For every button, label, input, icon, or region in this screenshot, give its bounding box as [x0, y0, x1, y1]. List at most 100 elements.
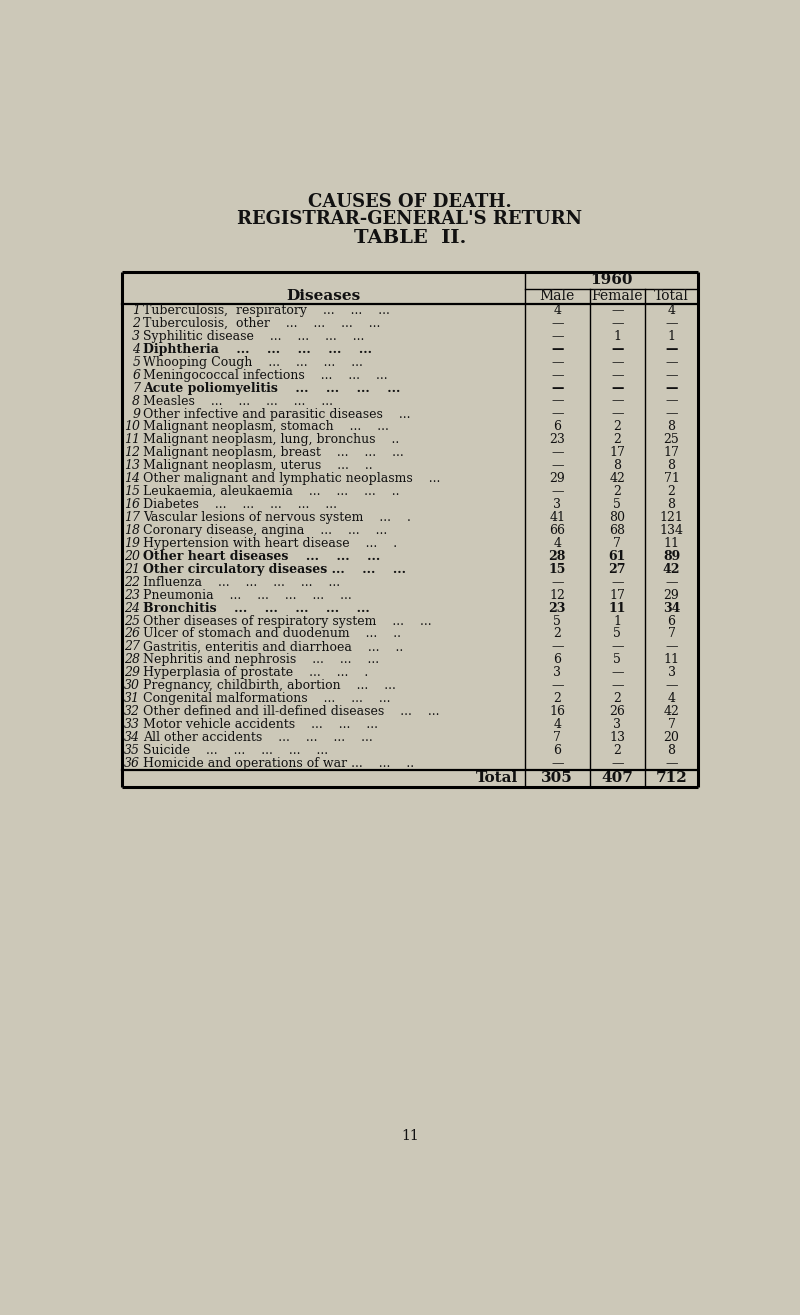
Text: 89: 89 [663, 550, 680, 563]
Text: Malignant neoplasm, uterus    ...    ..: Malignant neoplasm, uterus ... .. [143, 459, 373, 472]
Text: 27: 27 [609, 563, 626, 576]
Text: —: — [611, 317, 623, 330]
Text: Female: Female [591, 289, 643, 304]
Text: Coronary disease, angina    ...    ...    ...: Coronary disease, angina ... ... ... [143, 523, 388, 537]
Text: 4: 4 [667, 692, 675, 705]
Text: 36: 36 [124, 757, 140, 769]
Text: 30: 30 [124, 680, 140, 692]
Text: 11: 11 [124, 434, 140, 446]
Text: —: — [666, 317, 678, 330]
Text: 3: 3 [554, 667, 562, 680]
Text: 12: 12 [124, 446, 140, 459]
Text: —: — [551, 459, 563, 472]
Text: 61: 61 [609, 550, 626, 563]
Text: 13: 13 [124, 459, 140, 472]
Text: 17: 17 [124, 512, 140, 525]
Text: 26: 26 [610, 705, 626, 718]
Text: 28: 28 [124, 654, 140, 667]
Text: 71: 71 [664, 472, 679, 485]
Text: 4: 4 [554, 718, 562, 731]
Text: —: — [611, 356, 623, 368]
Text: Gastritis, enteritis and diarrhoea    ...    ..: Gastritis, enteritis and diarrhoea ... .… [143, 640, 404, 654]
Text: —: — [611, 576, 623, 589]
Text: 17: 17 [664, 446, 679, 459]
Text: 35: 35 [124, 744, 140, 757]
Text: 4: 4 [554, 537, 562, 550]
Text: 27: 27 [124, 640, 140, 654]
Text: 18: 18 [124, 523, 140, 537]
Text: 23: 23 [124, 589, 140, 602]
Text: 21: 21 [124, 563, 140, 576]
Text: Other defined and ill-defined diseases    ...    ...: Other defined and ill-defined diseases .… [143, 705, 440, 718]
Text: 5: 5 [132, 356, 140, 368]
Text: —: — [611, 757, 623, 769]
Text: —: — [666, 640, 678, 654]
Text: 29: 29 [664, 589, 679, 602]
Text: Ulcer of stomach and duodenum    ...    ..: Ulcer of stomach and duodenum ... .. [143, 627, 402, 640]
Text: —: — [551, 757, 563, 769]
Text: Bronchitis    ...    ...    ...    ...    ...: Bronchitis ... ... ... ... ... [143, 601, 370, 614]
Text: —: — [611, 304, 623, 317]
Text: 6: 6 [554, 421, 562, 434]
Text: 134: 134 [659, 523, 683, 537]
Text: 6: 6 [554, 654, 562, 667]
Text: 17: 17 [610, 446, 626, 459]
Text: —: — [611, 408, 623, 421]
Text: 9: 9 [132, 408, 140, 421]
Text: 66: 66 [550, 523, 566, 537]
Text: 5: 5 [614, 498, 622, 512]
Text: 3: 3 [132, 330, 140, 343]
Text: 34: 34 [663, 601, 680, 614]
Text: 1: 1 [132, 304, 140, 317]
Text: Homicide and operations of war ...    ...    ..: Homicide and operations of war ... ... .… [143, 757, 414, 769]
Text: —: — [551, 576, 563, 589]
Text: —: — [551, 356, 563, 368]
Text: 25: 25 [124, 614, 140, 627]
Text: —: — [551, 446, 563, 459]
Text: CAUSES OF DEATH.: CAUSES OF DEATH. [308, 193, 512, 212]
Text: 13: 13 [610, 731, 626, 744]
Text: —: — [611, 667, 623, 680]
Text: Diseases: Diseases [286, 289, 360, 304]
Text: Tuberculosis,  other    ...    ...    ...    ...: Tuberculosis, other ... ... ... ... [143, 317, 381, 330]
Text: Whooping Cough    ...    ...    ...    ...: Whooping Cough ... ... ... ... [143, 356, 363, 368]
Text: 2: 2 [554, 627, 561, 640]
Text: 29: 29 [124, 667, 140, 680]
Text: Meningococcal infections    ...    ...    ...: Meningococcal infections ... ... ... [143, 368, 388, 381]
Text: Pregnancy, childbirth, abortion    ...    ...: Pregnancy, childbirth, abortion ... ... [143, 680, 396, 692]
Text: 6: 6 [667, 614, 675, 627]
Text: 15: 15 [124, 485, 140, 498]
Text: 24: 24 [124, 601, 140, 614]
Text: Measles    ...    ...    ...    ...    ...: Measles ... ... ... ... ... [143, 394, 334, 408]
Text: 121: 121 [660, 512, 683, 525]
Text: 305: 305 [542, 772, 573, 785]
Text: Congenital malformations    ...    ...    ...: Congenital malformations ... ... ... [143, 692, 391, 705]
Text: 11: 11 [663, 654, 679, 667]
Text: —: — [666, 381, 678, 394]
Text: REGISTRAR-GENERAL'S RETURN: REGISTRAR-GENERAL'S RETURN [238, 210, 582, 229]
Text: —: — [551, 381, 563, 394]
Text: —: — [666, 368, 678, 381]
Text: —: — [666, 757, 678, 769]
Text: TABLE  II.: TABLE II. [354, 229, 466, 247]
Text: 4: 4 [132, 343, 140, 356]
Text: Leukaemia, aleukaemia    ...    ...    ...    ..: Leukaemia, aleukaemia ... ... ... .. [143, 485, 400, 498]
Text: 2: 2 [132, 317, 140, 330]
Text: Syphilitic disease    ...    ...    ...    ...: Syphilitic disease ... ... ... ... [143, 330, 365, 343]
Text: 31: 31 [124, 692, 140, 705]
Text: All other accidents    ...    ...    ...    ...: All other accidents ... ... ... ... [143, 731, 373, 744]
Text: 8: 8 [667, 498, 675, 512]
Text: 32: 32 [124, 705, 140, 718]
Text: 20: 20 [124, 550, 140, 563]
Text: 7: 7 [668, 627, 675, 640]
Text: 5: 5 [554, 614, 561, 627]
Text: —: — [666, 408, 678, 421]
Text: 16: 16 [550, 705, 566, 718]
Text: 5: 5 [614, 627, 622, 640]
Text: 2: 2 [614, 485, 622, 498]
Text: 1960: 1960 [590, 274, 633, 287]
Text: Other malignant and lymphatic neoplasms    ...: Other malignant and lymphatic neoplasms … [143, 472, 441, 485]
Text: 11: 11 [663, 537, 679, 550]
Text: 42: 42 [664, 705, 679, 718]
Text: —: — [611, 343, 623, 356]
